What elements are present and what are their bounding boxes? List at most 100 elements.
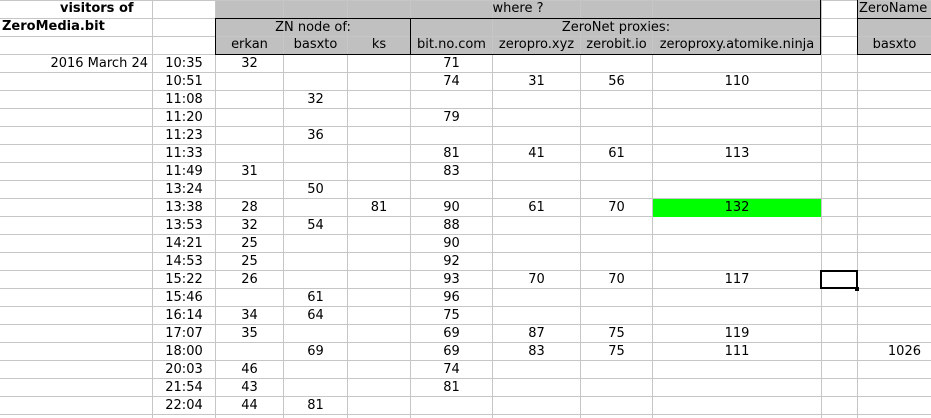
table-cell-zeropro[interactable]: 83 (528, 344, 545, 359)
table-cell-atomike[interactable] (653, 307, 821, 325)
table-cell-bitno[interactable]: 83 (443, 164, 460, 179)
table-cell-ks[interactable]: 81 (370, 200, 388, 215)
table-cell-zerobit[interactable]: 61 (608, 146, 625, 161)
table-cell-atomike[interactable]: 117 (724, 272, 750, 287)
table-cell-atomike[interactable] (653, 379, 821, 397)
table-cell-zeroname[interactable] (858, 163, 921, 181)
table-cell-zeropro[interactable] (493, 91, 580, 109)
table-cell-time[interactable]: 16:14 (165, 308, 203, 323)
table-cell-zeropro[interactable] (493, 127, 580, 145)
table-cell-zerobit[interactable] (581, 55, 652, 73)
table-cell-erkan[interactable] (216, 289, 283, 307)
table-cell-bitno[interactable]: 79 (443, 110, 460, 125)
table-cell-basxto[interactable]: 81 (307, 398, 324, 413)
table-cell-ks[interactable] (348, 307, 410, 325)
table-cell-atomike[interactable]: 119 (724, 326, 750, 341)
table-cell-zerobit[interactable]: 75 (608, 344, 625, 359)
table-cell-zeroname[interactable] (858, 109, 921, 127)
table-cell-bitno[interactable] (411, 91, 492, 109)
cell-cursor[interactable] (820, 270, 858, 289)
table-cell-erkan[interactable]: 31 (241, 164, 258, 179)
table-cell-ks[interactable] (348, 397, 410, 415)
table-cell-atomike[interactable] (653, 289, 821, 307)
table-cell-basxto[interactable] (284, 163, 347, 181)
table-cell-zeropro[interactable] (493, 235, 580, 253)
table-cell-zeropro[interactable] (493, 253, 580, 271)
table-cell-erkan[interactable]: 25 (241, 236, 258, 251)
table-cell-zerobit[interactable] (581, 289, 652, 307)
table-cell-zerobit[interactable] (581, 379, 652, 397)
table-cell-basxto[interactable] (284, 145, 347, 163)
table-cell-time[interactable]: 13:24 (165, 182, 203, 197)
table-cell-zeropro[interactable] (493, 307, 580, 325)
table-cell-zeropro[interactable] (493, 55, 580, 73)
table-cell-atomike[interactable]: 111 (724, 344, 750, 359)
table-cell-zeropro[interactable]: 41 (528, 146, 545, 161)
table-cell-ks[interactable] (348, 109, 410, 127)
table-cell-zerobit[interactable] (581, 109, 652, 127)
table-cell-time[interactable]: 10:35 (165, 56, 203, 71)
table-cell-zeropro[interactable] (493, 361, 580, 379)
table-cell-zerobit[interactable] (581, 217, 652, 235)
table-cell-erkan[interactable]: 46 (241, 362, 258, 377)
table-cell-basxto[interactable]: 61 (307, 290, 324, 305)
table-cell-erkan[interactable]: 44 (241, 398, 258, 413)
table-cell-ks[interactable] (348, 235, 410, 253)
table-cell-zeropro[interactable]: 87 (528, 326, 545, 341)
table-cell-zeroname[interactable] (858, 55, 921, 73)
table-cell-erkan[interactable]: 43 (241, 380, 258, 395)
table-cell-time[interactable]: 13:38 (165, 200, 203, 215)
table-cell-atomike[interactable] (653, 217, 821, 235)
table-cell-erkan[interactable] (216, 127, 283, 145)
table-cell-erkan[interactable] (216, 73, 283, 91)
table-cell-ks[interactable] (348, 127, 410, 145)
table-cell-bitno[interactable]: 75 (443, 308, 460, 323)
table-cell-basxto[interactable] (284, 379, 347, 397)
table-cell-zeroname[interactable] (858, 181, 921, 199)
table-cell-bitno[interactable]: 71 (443, 56, 460, 71)
table-cell-atomike[interactable] (653, 109, 821, 127)
table-cell-erkan[interactable]: 32 (241, 56, 258, 71)
table-cell-zerobit[interactable]: 70 (608, 200, 625, 215)
table-cell-zeropro[interactable] (493, 217, 580, 235)
table-cell-ks[interactable] (348, 271, 410, 289)
table-cell-basxto[interactable]: 36 (307, 128, 324, 143)
table-cell-erkan[interactable] (216, 181, 283, 199)
table-cell-time[interactable]: 20:03 (165, 362, 203, 377)
table-cell-zeroname[interactable] (858, 91, 921, 109)
table-cell-atomike[interactable] (653, 253, 821, 271)
table-cell-zeropro[interactable] (493, 397, 580, 415)
table-cell-zerobit[interactable] (581, 181, 652, 199)
table-cell-basxto[interactable] (284, 235, 347, 253)
table-cell-time[interactable]: 11:33 (165, 146, 203, 161)
table-cell-basxto[interactable]: 32 (307, 92, 324, 107)
table-cell-basxto[interactable] (284, 325, 347, 343)
table-cell-time[interactable]: 11:20 (165, 110, 203, 125)
table-cell-erkan[interactable] (216, 109, 283, 127)
table-cell-bitno[interactable]: 88 (443, 218, 460, 233)
table-cell-ks[interactable] (348, 343, 410, 361)
table-cell-zeroname[interactable] (858, 145, 921, 163)
table-cell-time[interactable]: 15:46 (165, 290, 203, 305)
table-cell-ks[interactable] (348, 253, 410, 271)
table-cell-bitno[interactable]: 69 (443, 326, 460, 341)
table-cell-ks[interactable] (348, 379, 410, 397)
table-cell-zerobit[interactable] (581, 253, 652, 271)
table-cell-atomike[interactable] (653, 55, 821, 73)
table-cell-ks[interactable] (348, 145, 410, 163)
table-cell-atomike[interactable] (653, 397, 821, 415)
table-cell-zeroname[interactable] (858, 235, 921, 253)
table-cell-bitno[interactable]: 90 (443, 236, 460, 251)
table-cell-bitno[interactable]: 69 (443, 344, 460, 359)
table-cell-zerobit[interactable] (581, 307, 652, 325)
table-cell-zeroname[interactable] (858, 217, 921, 235)
table-cell-zeroname[interactable] (858, 397, 921, 415)
table-cell-zeropro[interactable]: 31 (528, 74, 545, 89)
table-cell-erkan[interactable] (216, 91, 283, 109)
table-cell-ks[interactable] (348, 181, 410, 199)
table-cell-bitno[interactable] (411, 397, 492, 415)
table-cell-bitno[interactable]: 74 (443, 74, 460, 89)
table-cell-ks[interactable] (348, 289, 410, 307)
table-cell-ks[interactable] (348, 217, 410, 235)
